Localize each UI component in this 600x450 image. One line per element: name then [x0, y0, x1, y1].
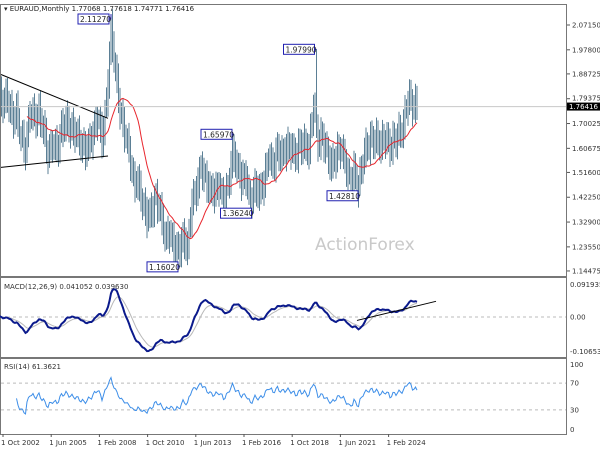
x-tick-label: 1 Oct 2002 — [1, 439, 40, 447]
y-tick-label: 1.51600 — [572, 169, 600, 177]
pivot-label: 1.16020 — [149, 263, 180, 272]
rsi-label: RSI(14) 61.3621 — [4, 363, 61, 371]
rsi-tick-label: 100 — [570, 361, 583, 369]
pivot-label-box — [220, 207, 252, 219]
y-tick-label: 1.70025 — [572, 120, 600, 128]
current-price-badge — [567, 102, 600, 111]
rsi-tick-label: 70 — [570, 380, 579, 388]
y-tick-label: 1.23550 — [572, 243, 600, 251]
moving-average-line — [26, 97, 418, 240]
macd-signal-line — [0, 296, 418, 348]
macd-tick-label: 0.00 — [570, 313, 586, 321]
pivot-label-box — [146, 261, 179, 273]
macd-label: MACD(12,26,9) 0.041052 0.039630 — [4, 283, 128, 291]
x-tick-label: 1 Feb 2016 — [242, 439, 282, 447]
pivot-label-box — [283, 43, 315, 55]
pivot-label: 1.36240 — [223, 209, 254, 218]
macd-line — [0, 288, 418, 353]
pivot-label-box — [326, 190, 359, 202]
rsi-tick-label: 0 — [570, 426, 574, 434]
trendline-lower — [0, 155, 109, 168]
pivot-label: 1.42810 — [329, 192, 360, 201]
header-symbol: ▾ EURAUD,Monthly 1.77068 1.77618 1.74771… — [4, 5, 195, 13]
rsi-line — [16, 376, 418, 415]
pivot-label-box — [77, 13, 110, 25]
pivot-label: 2.11270 — [80, 15, 111, 24]
y-tick-label: 1.88725 — [572, 70, 600, 78]
watermark: ActionForex — [315, 235, 415, 255]
y-tick-label: 1.60675 — [572, 145, 600, 153]
rsi-tick-label: 30 — [570, 406, 579, 414]
x-tick-label: 1 Oct 2010 — [146, 439, 185, 447]
y-tick-label: 1.79375 — [572, 95, 600, 103]
pivot-connector — [109, 14, 112, 20]
x-tick-label: 1 Jun 2005 — [49, 439, 87, 447]
pivot-label: 1.97990 — [286, 45, 317, 54]
x-tick-label: 1 Feb 2024 — [387, 439, 427, 447]
x-tick-label: 1 Feb 2008 — [97, 439, 136, 447]
pivot-label: 1.65970 — [203, 130, 234, 139]
price-panel-frame — [0, 4, 567, 277]
pivot-label-box — [200, 128, 233, 140]
y-tick-label: 1.97800 — [572, 46, 600, 54]
current-price-label: 1.76416 — [569, 103, 598, 111]
y-tick-label: 2.07150 — [572, 22, 600, 30]
trendline-upper — [0, 74, 109, 119]
y-tick-label: 1.42250 — [572, 194, 600, 202]
macd-tick-label: 0.091935 — [570, 281, 600, 289]
y-tick-label: 1.32900 — [572, 219, 600, 227]
macd-tick-label: -0.106534 — [570, 348, 600, 356]
rsi-panel-frame — [0, 358, 567, 435]
y-tick-label: 1.14475 — [572, 267, 600, 275]
x-tick-label: 1 Jun 2021 — [338, 439, 376, 447]
x-tick-label: 1 Oct 2018 — [290, 439, 329, 447]
macd-trendline — [356, 300, 437, 321]
x-tick-label: 1 Jun 2013 — [194, 439, 232, 447]
